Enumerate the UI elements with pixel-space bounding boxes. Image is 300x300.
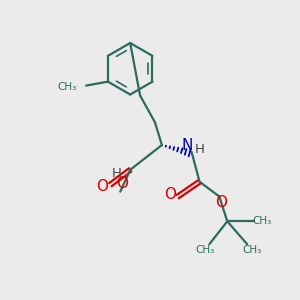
Text: CH₃: CH₃: [57, 82, 76, 92]
Text: N: N: [182, 137, 193, 152]
Text: O: O: [215, 195, 227, 210]
Text: O: O: [164, 187, 176, 202]
Text: H: H: [195, 142, 205, 155]
Text: CH₃: CH₃: [252, 216, 272, 226]
Text: O: O: [116, 176, 128, 191]
Text: H: H: [111, 167, 121, 180]
Text: O: O: [96, 179, 108, 194]
Text: CH₃: CH₃: [243, 245, 262, 255]
Text: CH₃: CH₃: [195, 245, 214, 255]
